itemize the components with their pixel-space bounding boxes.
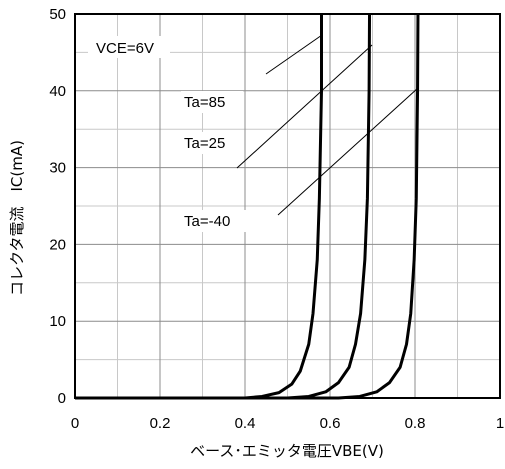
series-line [75, 13, 420, 400]
y-tick-label: 30 [49, 160, 66, 177]
y-tick-label: 0 [58, 390, 66, 407]
condition-label: VCE=6V [96, 40, 154, 57]
y-tick-label: 40 [49, 83, 66, 100]
ta-40-label: Ta=-40 [184, 213, 230, 230]
ta-40-label-bg [181, 210, 253, 232]
ta85-label: Ta=85 [184, 94, 225, 111]
plot-frame [74, 13, 501, 399]
x-tick-label: 0.4 [235, 415, 256, 432]
y-tick-label: 50 [49, 6, 66, 23]
ta85-label-bg [181, 91, 243, 113]
y-tick-labels: 0 10 20 30 40 50 [49, 6, 66, 407]
leader-line [265, 34, 323, 75]
y-axis-label: コレクタ電流 IC(mA) [8, 140, 26, 296]
x-axis-label: ベース･エミッタ電圧VBE(V) [190, 442, 384, 460]
x-tick-label: 0.2 [150, 415, 171, 432]
x-tick-label: 1 [496, 415, 504, 432]
condition-label-bg [88, 36, 170, 58]
x-tick-label: 0.6 [320, 415, 341, 432]
y-tick-label: 20 [49, 236, 66, 253]
minor-gridlines [75, 14, 500, 398]
series-layer [75, 13, 420, 400]
annotation-leader-lines [236, 34, 419, 216]
x-tick-label: 0.8 [405, 415, 426, 432]
leader-line [236, 44, 373, 169]
x-tick-labels: 0 0.2 0.4 0.6 0.8 1 [71, 415, 504, 432]
x-tick-label: 0 [71, 415, 79, 432]
leader-line [277, 87, 419, 216]
ta25-label-bg [181, 132, 243, 154]
y-tick-label: 10 [49, 313, 66, 330]
ta25-label: Ta=25 [184, 135, 225, 152]
